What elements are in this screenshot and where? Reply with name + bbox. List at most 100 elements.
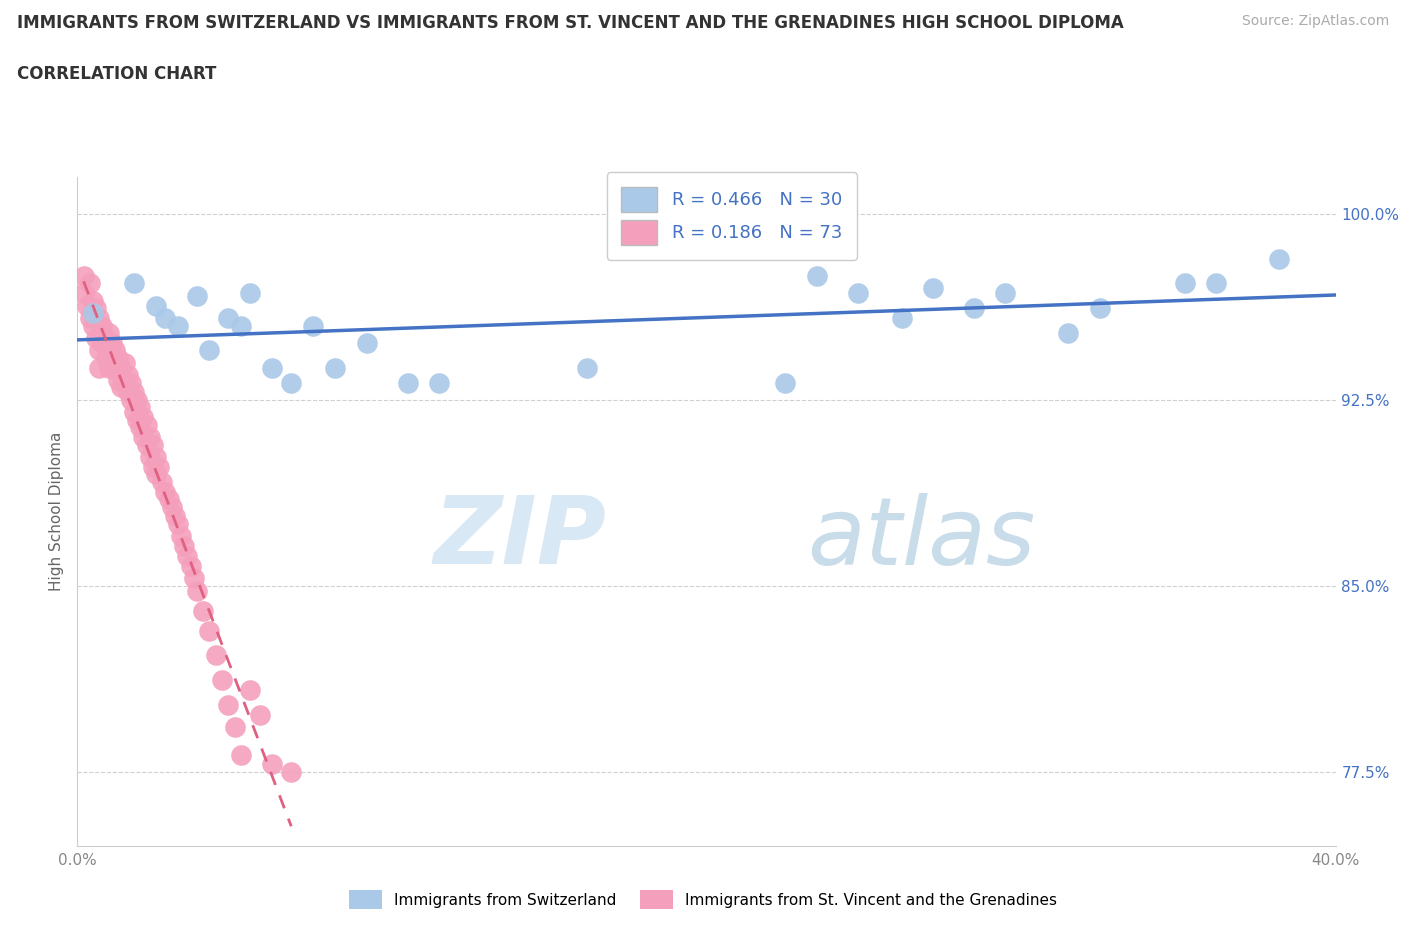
Point — [82, 306, 104, 321]
Legend: Immigrants from Switzerland, Immigrants from St. Vincent and the Grenadines: Immigrants from Switzerland, Immigrants … — [343, 884, 1063, 915]
Point — [198, 623, 221, 638]
Point — [129, 400, 152, 415]
Point — [229, 747, 252, 762]
Point — [773, 375, 796, 390]
Point — [160, 499, 183, 514]
Point — [204, 648, 226, 663]
Point — [262, 757, 284, 772]
Point — [323, 360, 346, 375]
Point — [142, 459, 165, 474]
Point — [1268, 251, 1291, 266]
Point — [302, 318, 325, 333]
Point — [120, 375, 142, 390]
Point — [76, 299, 98, 313]
Point — [173, 538, 195, 553]
Point — [145, 299, 167, 313]
Point — [107, 351, 129, 365]
Point — [145, 467, 167, 482]
Point — [132, 410, 155, 425]
Point — [262, 360, 284, 375]
Point — [104, 343, 127, 358]
Point — [91, 318, 114, 333]
Point — [110, 360, 132, 375]
Point — [79, 311, 101, 325]
Point — [82, 293, 104, 308]
Y-axis label: High School Diploma: High School Diploma — [49, 432, 65, 591]
Point — [167, 318, 190, 333]
Point — [922, 281, 945, 296]
Point — [427, 375, 450, 390]
Text: ZIP: ZIP — [433, 492, 606, 584]
Point — [91, 336, 114, 351]
Point — [120, 392, 142, 407]
Point — [217, 698, 239, 712]
Point — [198, 343, 221, 358]
Point — [114, 355, 136, 370]
Point — [107, 373, 129, 388]
Point — [132, 430, 155, 445]
Point — [110, 380, 132, 395]
Point — [806, 269, 828, 284]
Point — [176, 549, 198, 564]
Point — [170, 529, 193, 544]
Point — [186, 288, 208, 303]
Point — [101, 336, 124, 351]
Point — [89, 343, 111, 358]
Text: atlas: atlas — [807, 493, 1035, 584]
Point — [94, 351, 117, 365]
Point — [1088, 300, 1111, 315]
Point — [104, 363, 127, 378]
Point — [135, 437, 157, 452]
Point — [846, 286, 869, 300]
Text: Source: ZipAtlas.com: Source: ZipAtlas.com — [1241, 14, 1389, 28]
Point — [217, 311, 239, 325]
Point — [191, 604, 215, 618]
Point — [1205, 276, 1227, 291]
Point — [142, 437, 165, 452]
Point — [239, 286, 262, 300]
Point — [157, 492, 180, 507]
Point — [94, 330, 117, 345]
Text: IMMIGRANTS FROM SWITZERLAND VS IMMIGRANTS FROM ST. VINCENT AND THE GRENADINES HI: IMMIGRANTS FROM SWITZERLAND VS IMMIGRANT… — [17, 14, 1123, 32]
Point — [117, 385, 139, 400]
Point — [148, 459, 170, 474]
Point — [89, 360, 111, 375]
Point — [224, 720, 246, 735]
Point — [183, 571, 205, 586]
Point — [84, 330, 107, 345]
Point — [72, 269, 94, 284]
Point — [994, 286, 1017, 300]
Point — [138, 449, 160, 464]
Point — [122, 385, 145, 400]
Point — [122, 405, 145, 419]
Point — [97, 326, 120, 340]
Point — [138, 430, 160, 445]
Point — [1174, 276, 1197, 291]
Point — [117, 367, 139, 382]
Point — [163, 509, 186, 524]
Point — [356, 336, 378, 351]
Point — [180, 559, 202, 574]
Point — [396, 375, 419, 390]
Point — [155, 311, 177, 325]
Point — [1057, 326, 1080, 340]
Point — [114, 375, 136, 390]
Point — [97, 360, 120, 375]
Legend: R = 0.466   N = 30, R = 0.186   N = 73: R = 0.466 N = 30, R = 0.186 N = 73 — [607, 172, 856, 259]
Point — [239, 683, 262, 698]
Point — [155, 485, 177, 499]
Point — [129, 419, 152, 434]
Point — [167, 516, 190, 531]
Point — [89, 311, 111, 325]
Point — [575, 360, 598, 375]
Point — [186, 583, 208, 598]
Point — [122, 276, 145, 291]
Point — [249, 708, 271, 723]
Point — [82, 318, 104, 333]
Point — [101, 355, 124, 370]
Point — [890, 311, 912, 325]
Point — [280, 375, 302, 390]
Point — [135, 418, 157, 432]
Point — [280, 764, 302, 779]
Point — [97, 343, 120, 358]
